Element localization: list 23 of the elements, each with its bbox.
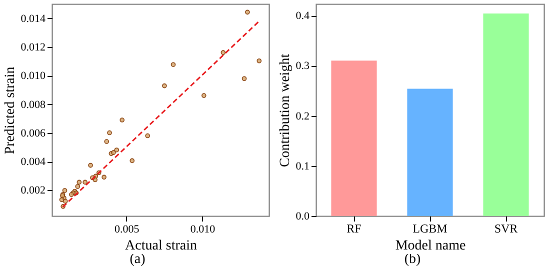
y-axis-title: Contribution weight — [278, 54, 293, 168]
y-tick-label: 0.004 — [20, 156, 46, 168]
y-tick-label: 0.012 — [20, 41, 46, 54]
x-tick-label: LGBM — [412, 222, 448, 236]
text: (b) — [404, 252, 421, 268]
x-tick-label: RF — [346, 222, 362, 236]
y-tick-label: 0.008 — [20, 98, 46, 111]
y-tick-label: 0.2 — [296, 110, 310, 122]
y-tick-label: 0.0 — [296, 210, 310, 222]
text: (a) — [130, 252, 146, 268]
y-tick-label: 0.006 — [20, 127, 46, 140]
y-tick-label: 0.010 — [20, 70, 46, 82]
x-axis-title: Actual strain — [125, 238, 197, 254]
x-tick-label: 0.010 — [190, 224, 216, 236]
y-axis-title: Predicted strain — [2, 66, 18, 154]
y-tick-label: 0.014 — [20, 12, 46, 25]
x-tick-label: 0.005 — [114, 224, 140, 236]
x-tick-label: SVR — [494, 222, 518, 236]
y-tick-label: 0.002 — [20, 184, 46, 197]
y-tick-label: 0.1 — [296, 160, 310, 172]
y-tick-label: 0.3 — [296, 60, 310, 72]
y-tick-label: 0.4 — [296, 10, 310, 22]
x-axis-title: Model name — [395, 238, 466, 254]
